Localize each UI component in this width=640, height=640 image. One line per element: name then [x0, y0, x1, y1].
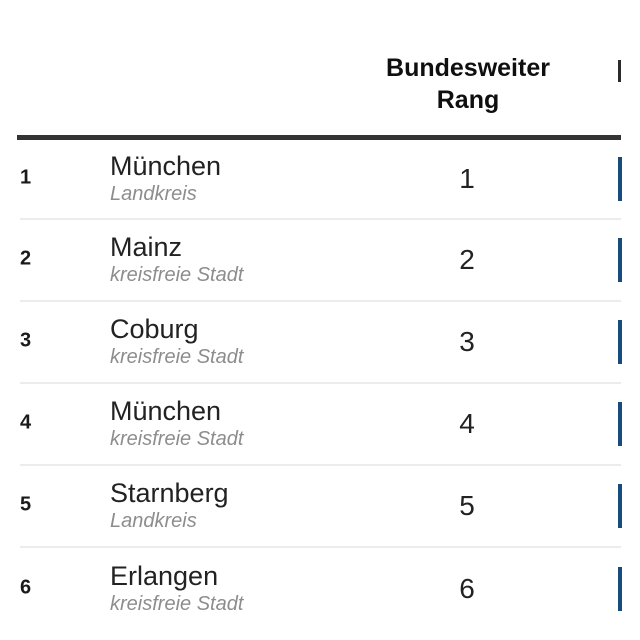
city-name: Coburg [110, 314, 199, 344]
city-name: Mainz [110, 232, 183, 262]
truncated-bar-sliver [618, 484, 622, 528]
truncated-bar-sliver [618, 157, 622, 201]
truncated-bar-sliver [618, 402, 622, 446]
table-body: 1 München Landkreis 1 2 Mainz kreisfreie… [20, 140, 622, 630]
city-name: Starnberg [110, 478, 229, 508]
table-row: 2 Mainz kreisfreie Stadt 2 [20, 220, 622, 302]
district-type: kreisfreie Stadt [110, 428, 244, 450]
national-rank-value: 2 [459, 244, 475, 275]
city-cell: München kreisfreie Stadt [110, 396, 243, 452]
national-rank-value: 3 [459, 326, 475, 357]
national-rank-value: 6 [459, 573, 475, 604]
row-position: 2 [20, 247, 32, 270]
table-row: 4 München kreisfreie Stadt 4 [20, 384, 622, 466]
table-row: 6 Erlangen kreisfreie Stadt 6 [20, 548, 622, 630]
city-cell: Mainz kreisfreie Stadt [110, 232, 243, 288]
city-cell: Erlangen kreisfreie Stadt [110, 561, 243, 617]
national-rank-value: 4 [459, 408, 475, 439]
district-type: kreisfreie Stadt [110, 346, 244, 368]
table-row: 1 München Landkreis 1 [20, 140, 622, 220]
truncated-next-column-header-sliver [618, 60, 621, 82]
row-position: 4 [20, 411, 32, 434]
district-type: Landkreis [110, 510, 197, 532]
truncated-bar-sliver [618, 238, 622, 282]
row-position: 5 [20, 493, 32, 516]
city-cell: München Landkreis [110, 151, 221, 207]
header-rule [17, 135, 621, 140]
city-cell: Starnberg Landkreis [110, 478, 229, 534]
row-position: 1 [20, 166, 32, 189]
city-name: Erlangen [110, 561, 219, 591]
national-rank-value: 1 [459, 163, 475, 194]
district-type: kreisfreie Stadt [110, 593, 244, 615]
city-name: München [110, 151, 222, 181]
row-position: 6 [20, 576, 32, 599]
truncated-bar-sliver [618, 320, 622, 364]
district-type: Landkreis [110, 183, 197, 205]
row-position: 3 [20, 329, 32, 352]
truncated-bar-sliver [618, 567, 622, 611]
table-row: 5 Starnberg Landkreis 5 [20, 466, 622, 548]
table-row: 3 Coburg kreisfreie Stadt 3 [20, 302, 622, 384]
city-cell: Coburg kreisfreie Stadt [110, 314, 243, 370]
city-name: München [110, 396, 222, 426]
column-header-bundesweiter-rang: Bundesweiter Rang [386, 54, 550, 114]
national-rank-value: 5 [459, 490, 475, 521]
district-type: kreisfreie Stadt [110, 264, 244, 286]
